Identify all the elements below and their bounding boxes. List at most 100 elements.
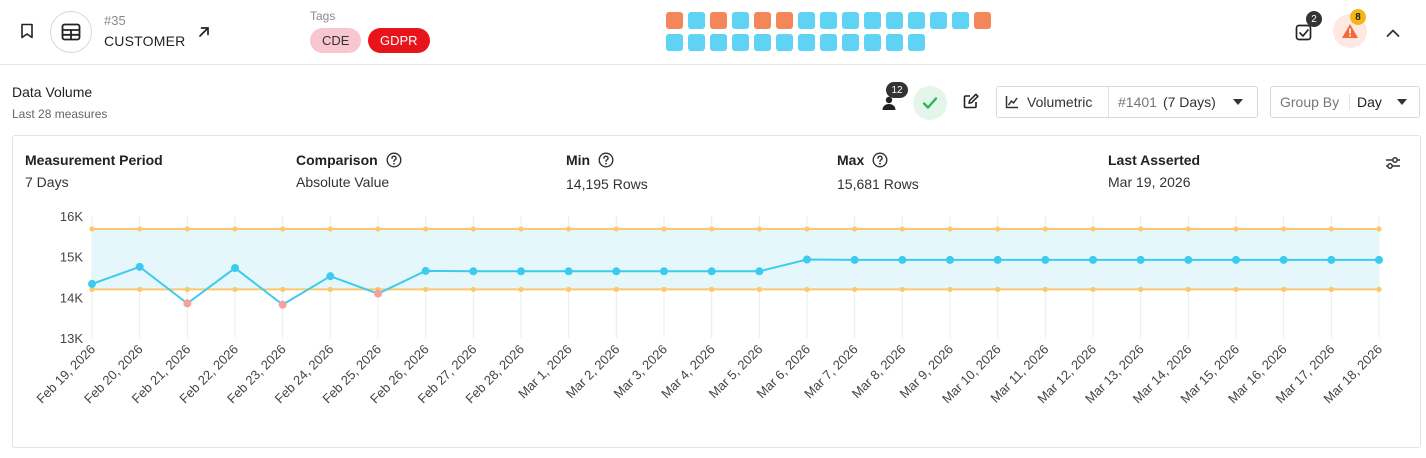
caret-down-icon — [1397, 99, 1407, 105]
data-point — [993, 255, 1002, 264]
min-threshold-point — [184, 286, 190, 293]
max-threshold-point — [1090, 226, 1096, 232]
check-status-square[interactable] — [754, 12, 771, 29]
check-status-square[interactable] — [952, 12, 969, 29]
min-threshold-point — [995, 286, 1001, 293]
anomaly-point — [374, 289, 382, 298]
check-status-square[interactable] — [666, 34, 683, 51]
max-threshold-point — [423, 226, 429, 232]
data-point — [755, 267, 764, 276]
max-threshold-point — [184, 226, 190, 232]
checks-button[interactable]: 2 — [1292, 11, 1322, 44]
help-icon[interactable] — [386, 152, 402, 168]
check-status-square[interactable] — [710, 12, 727, 29]
sliders-icon[interactable] — [1384, 154, 1404, 174]
alerts-count-badge: 8 — [1350, 9, 1366, 25]
group-by-value: Day — [1357, 94, 1382, 110]
status-ok-button[interactable] — [913, 86, 947, 120]
owners-button[interactable]: 12 — [879, 82, 908, 112]
max-threshold-point — [1233, 226, 1239, 232]
comparison-metric: Comparison Absolute Value — [296, 150, 402, 190]
min-threshold-point — [1328, 286, 1334, 293]
min-threshold-point — [89, 286, 95, 293]
external-link-icon[interactable] — [195, 23, 213, 41]
anomaly-point — [183, 299, 192, 308]
check-status-square[interactable] — [864, 34, 881, 51]
alerts-button[interactable]: 8 — [1333, 9, 1367, 48]
asset-name: CUSTOMER — [104, 33, 186, 49]
check-status-square[interactable] — [864, 12, 881, 29]
check-status-square[interactable] — [842, 34, 859, 51]
check-status-square[interactable] — [732, 12, 749, 29]
min-threshold-point — [1185, 286, 1191, 293]
check-status-square[interactable] — [666, 12, 683, 29]
check-status-square[interactable] — [842, 12, 859, 29]
check-status-square[interactable] — [820, 34, 837, 51]
data-point — [1136, 255, 1145, 264]
check-status-square[interactable] — [754, 34, 771, 51]
warning-icon — [1342, 24, 1358, 38]
y-tick-label: 14K — [60, 290, 83, 305]
check-status-square[interactable] — [710, 34, 727, 51]
min-label: Min — [566, 152, 591, 168]
check-status-square[interactable] — [688, 34, 705, 51]
check-status-square[interactable] — [688, 12, 705, 29]
check-status-square[interactable] — [776, 12, 793, 29]
check-status-square[interactable] — [886, 12, 903, 29]
checks-count-badge: 2 — [1306, 11, 1322, 27]
check-status-square[interactable] — [930, 12, 947, 29]
max-threshold-point — [1376, 226, 1382, 232]
y-tick-label: 16K — [60, 209, 83, 224]
max-threshold-point — [613, 226, 619, 232]
data-point — [850, 255, 859, 264]
check-status-square[interactable] — [798, 34, 815, 51]
help-icon[interactable] — [872, 152, 888, 168]
check-type-select[interactable]: Volumetric — [997, 87, 1109, 117]
max-threshold-point — [1042, 226, 1048, 232]
check-status-square[interactable] — [820, 12, 837, 29]
data-point — [946, 255, 954, 264]
min-threshold-point — [1090, 286, 1096, 293]
check-status-square[interactable] — [908, 12, 925, 29]
check-status-square[interactable] — [908, 34, 925, 51]
checklist-icon — [1295, 24, 1312, 41]
min-threshold-point — [423, 286, 429, 293]
tag-cde[interactable]: CDE — [310, 28, 362, 53]
check-status-square[interactable] — [732, 34, 749, 51]
min-threshold-point — [1042, 286, 1048, 293]
check-status-square[interactable] — [974, 12, 991, 29]
min-threshold-point — [1233, 286, 1239, 293]
checkmark-icon — [922, 97, 938, 109]
min-threshold-point — [756, 286, 762, 293]
group-by-select[interactable]: Group By Day — [1270, 86, 1420, 118]
min-threshold-point — [1376, 286, 1382, 293]
asset-header: #35 CUSTOMER Tags CDE GDPR 2 8 — [0, 0, 1426, 65]
line-chart-icon — [1005, 96, 1018, 109]
max-threshold-point — [375, 226, 381, 232]
data-point — [1279, 255, 1288, 264]
max-threshold-point — [756, 226, 762, 232]
check-status-square[interactable] — [798, 12, 815, 29]
check-status-square[interactable] — [776, 34, 793, 51]
chevron-up-icon[interactable] — [1382, 22, 1404, 44]
data-point — [1327, 255, 1336, 264]
tag-gdpr[interactable]: GDPR — [368, 28, 430, 53]
tags-label: Tags — [310, 9, 336, 23]
check-window-select[interactable]: #1401 (7 Days) — [1109, 87, 1257, 117]
min-threshold-point — [852, 286, 858, 293]
max-threshold-point — [804, 226, 810, 232]
check-status-square[interactable] — [886, 34, 903, 51]
data-point — [898, 255, 907, 264]
data-point — [88, 279, 96, 288]
edit-icon[interactable] — [961, 91, 981, 111]
caret-down-icon — [1233, 99, 1243, 105]
max-threshold-point — [1281, 226, 1287, 232]
data-point — [1232, 255, 1240, 264]
y-tick-label: 15K — [60, 250, 83, 265]
owners-count-badge: 12 — [886, 82, 908, 98]
data-point — [326, 272, 335, 281]
bookmark-icon[interactable] — [16, 20, 38, 42]
max-threshold-point — [852, 226, 858, 232]
help-icon[interactable] — [598, 152, 614, 168]
section-subtitle: Last 28 measures — [12, 107, 108, 121]
